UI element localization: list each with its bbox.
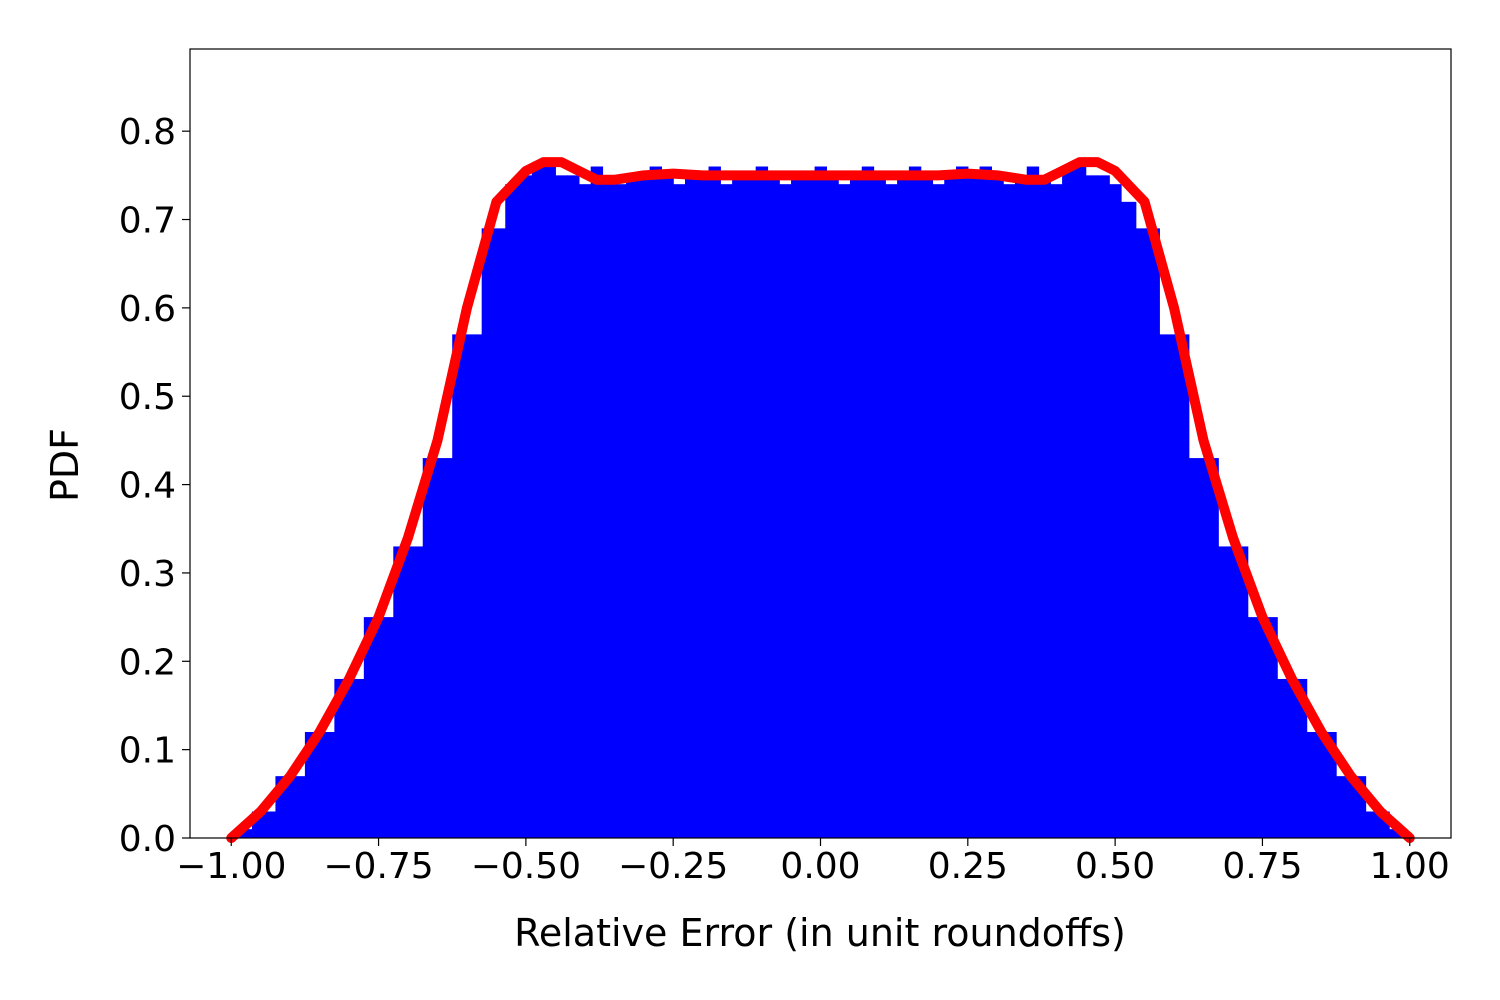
histogram-bar: [591, 167, 603, 838]
histogram-bar: [803, 175, 815, 838]
histogram-bar: [393, 546, 423, 838]
histogram-bar: [452, 334, 482, 838]
histogram-bar: [744, 175, 756, 838]
x-tick-label: −1.00: [176, 846, 286, 887]
histogram-bar: [767, 175, 779, 838]
histogram-bar: [1189, 458, 1219, 838]
histogram-bar: [1136, 228, 1160, 838]
histogram-bar: [932, 184, 944, 838]
histogram-bar: [1015, 175, 1027, 838]
histogram-bar: [567, 175, 579, 838]
histogram-bar: [650, 167, 662, 838]
histogram-bar: [579, 184, 591, 838]
histogram-bar: [909, 167, 921, 838]
histogram-bar: [862, 167, 874, 838]
histogram-bar: [1039, 175, 1051, 838]
histogram-bar: [1218, 546, 1248, 838]
histogram-bar: [897, 175, 909, 838]
histogram-bar: [1159, 334, 1189, 838]
histogram-bar: [815, 167, 827, 838]
histogram-bar: [980, 167, 992, 838]
histogram-bar: [638, 175, 650, 838]
histogram-bar: [364, 617, 394, 838]
y-tick-label: 0.0: [119, 819, 176, 860]
y-tick-label: 0.4: [119, 466, 176, 507]
histogram-bar: [673, 184, 685, 838]
histogram-bar: [532, 167, 544, 838]
histogram-bar: [885, 184, 897, 838]
histogram-bar: [1074, 167, 1086, 838]
y-tick-label: 0.1: [119, 731, 176, 772]
y-tick-label: 0.5: [119, 377, 176, 418]
y-axis-label: PDF: [43, 428, 87, 502]
histogram-bar: [1121, 202, 1136, 838]
histogram-bar: [482, 228, 506, 838]
histogram-bar: [697, 175, 709, 838]
histogram-bar: [1003, 184, 1015, 838]
x-axis-ticks: −1.00 −0.75 −0.50 −0.25 0.00 0.25 0.50 0.75 1.00: [176, 838, 1450, 887]
x-tick-label: −0.50: [471, 846, 581, 887]
histogram-bar: [1086, 175, 1098, 838]
histogram-bar: [520, 175, 532, 838]
histogram-bar: [838, 184, 850, 838]
y-tick-label: 0.8: [119, 112, 176, 153]
histogram-bar: [779, 184, 791, 838]
histogram-bar: [720, 184, 732, 838]
x-axis-label: Relative Error (in unit roundoffs): [514, 911, 1126, 955]
x-tick-label: −0.25: [618, 846, 728, 887]
x-tick-label: 0.25: [928, 846, 1008, 887]
y-tick-label: 0.7: [119, 201, 176, 242]
histogram-bar: [614, 184, 626, 838]
histogram-bar: [685, 175, 697, 838]
histogram-bar: [602, 175, 614, 838]
histogram-bar: [968, 175, 980, 838]
histogram-bar: [661, 175, 673, 838]
histogram-bar: [709, 167, 721, 838]
x-tick-label: 0.50: [1075, 846, 1155, 887]
y-tick-label: 0.6: [119, 289, 176, 330]
histogram-bar: [544, 167, 556, 838]
histogram-bar: [1109, 184, 1121, 838]
x-tick-label: −0.75: [323, 846, 433, 887]
histogram-bar: [850, 175, 862, 838]
histogram-bar: [791, 175, 803, 838]
x-tick-label: 0.75: [1222, 846, 1302, 887]
histogram-bar: [505, 184, 520, 838]
histogram-bar: [1097, 175, 1109, 838]
x-tick-label: 1.00: [1370, 846, 1450, 887]
histogram-bar: [921, 175, 933, 838]
y-tick-label: 0.3: [119, 554, 176, 595]
y-tick-label: 0.2: [119, 642, 176, 683]
histogram-bar: [756, 167, 768, 838]
histogram-bar: [956, 167, 968, 838]
histogram-bar: [991, 175, 1003, 838]
histogram-bar: [1062, 167, 1074, 838]
histogram-bar: [732, 175, 744, 838]
histogram-bar: [826, 175, 838, 838]
histogram-bar: [874, 175, 886, 838]
histogram-bar: [1027, 167, 1039, 838]
histogram-bar: [626, 175, 638, 838]
histogram-bar: [555, 175, 567, 838]
histogram-bar: [423, 458, 453, 838]
histogram-bar: [1050, 184, 1062, 838]
histogram-bar: [944, 175, 956, 838]
x-tick-label: 0.00: [780, 846, 860, 887]
